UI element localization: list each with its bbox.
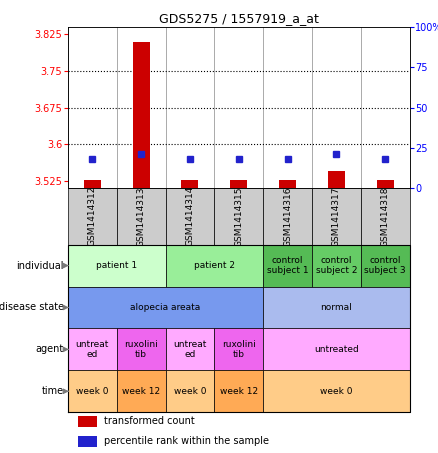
Bar xyxy=(377,180,394,188)
Bar xyxy=(68,371,117,412)
Text: patient 1: patient 1 xyxy=(96,261,137,270)
Bar xyxy=(263,371,410,412)
Text: control
subject 1: control subject 1 xyxy=(267,256,308,275)
Text: ruxolini
tib: ruxolini tib xyxy=(222,340,256,359)
Text: untreat
ed: untreat ed xyxy=(76,340,109,359)
Bar xyxy=(166,188,214,245)
Text: GSM1414317: GSM1414317 xyxy=(332,186,341,246)
Text: agent: agent xyxy=(36,344,64,354)
Bar xyxy=(166,328,214,371)
Text: GSM1414313: GSM1414313 xyxy=(137,186,145,246)
Bar xyxy=(263,188,312,245)
Bar xyxy=(84,180,101,188)
Text: GSM1414312: GSM1414312 xyxy=(88,186,97,246)
Bar xyxy=(68,245,166,287)
Text: control
subject 2: control subject 2 xyxy=(315,256,357,275)
Bar xyxy=(263,287,410,328)
Text: GSM1414316: GSM1414316 xyxy=(283,186,292,246)
Bar xyxy=(230,180,247,188)
Bar xyxy=(263,245,312,287)
Text: individual: individual xyxy=(17,260,64,270)
Bar xyxy=(68,188,117,245)
Text: percentile rank within the sample: percentile rank within the sample xyxy=(104,437,269,447)
Bar xyxy=(78,416,97,427)
Text: week 0: week 0 xyxy=(320,387,353,396)
Bar xyxy=(312,245,361,287)
Bar xyxy=(263,328,410,371)
Bar xyxy=(166,371,214,412)
Bar xyxy=(279,180,296,188)
Bar xyxy=(214,371,263,412)
Text: week 0: week 0 xyxy=(76,387,109,396)
Bar xyxy=(117,371,166,412)
Text: patient 2: patient 2 xyxy=(194,261,235,270)
Text: normal: normal xyxy=(321,303,352,312)
Bar xyxy=(68,287,263,328)
Bar xyxy=(68,328,117,371)
Bar xyxy=(312,188,361,245)
Bar xyxy=(181,180,198,188)
Bar xyxy=(361,245,410,287)
Text: GSM1414315: GSM1414315 xyxy=(234,186,243,246)
Bar xyxy=(214,188,263,245)
Bar xyxy=(361,188,410,245)
Text: untreated: untreated xyxy=(314,345,359,354)
Text: week 12: week 12 xyxy=(219,387,258,396)
Text: ruxolini
tib: ruxolini tib xyxy=(124,340,158,359)
Title: GDS5275 / 1557919_a_at: GDS5275 / 1557919_a_at xyxy=(159,12,319,24)
Text: alopecia areata: alopecia areata xyxy=(131,303,201,312)
Text: GSM1414314: GSM1414314 xyxy=(185,186,194,246)
Text: untreat
ed: untreat ed xyxy=(173,340,207,359)
Bar xyxy=(133,42,150,188)
Text: disease state: disease state xyxy=(0,303,64,313)
Text: control
subject 3: control subject 3 xyxy=(364,256,406,275)
Bar xyxy=(166,245,263,287)
Bar xyxy=(117,328,166,371)
Text: week 0: week 0 xyxy=(173,387,206,396)
Text: transformed count: transformed count xyxy=(104,416,194,426)
Text: week 12: week 12 xyxy=(122,387,160,396)
Text: time: time xyxy=(42,386,64,396)
Text: GSM1414318: GSM1414318 xyxy=(381,186,390,246)
Bar xyxy=(214,328,263,371)
Bar xyxy=(78,436,97,447)
Bar xyxy=(117,188,166,245)
Bar xyxy=(328,171,345,188)
